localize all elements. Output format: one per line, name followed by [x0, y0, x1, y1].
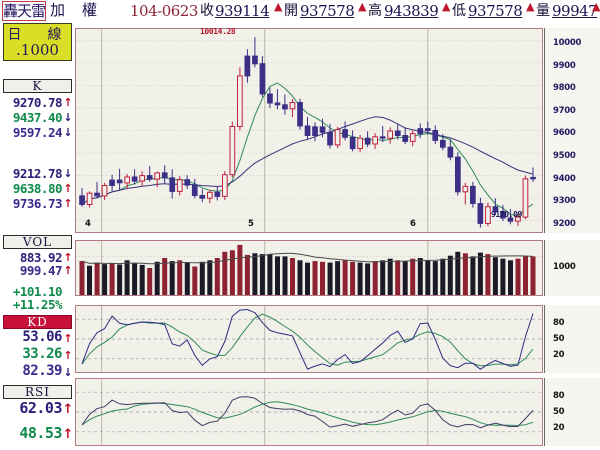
rsi-tick-20: 20	[553, 423, 565, 433]
price-axis: 10000 9900 9800 9700 9600 9500 9400 9300 9200	[544, 28, 600, 233]
rsi-value-1: 62.03	[19, 399, 62, 417]
rsi-tick-80: 80	[553, 391, 565, 401]
period-selector-box[interactable]: 日 線 .1000	[3, 23, 72, 61]
price-tick-9200: 9200	[553, 218, 576, 229]
field-value-high: 943839	[384, 2, 439, 20]
rsi-arrow-1: ↑	[62, 402, 74, 417]
arrow-up-open: ▲	[358, 0, 367, 13]
field-label-high: 高	[368, 3, 382, 19]
market-label-1: 加	[50, 1, 66, 19]
vol-value-2: 999.47	[19, 263, 63, 278]
rsi-arrow-2: ↑	[62, 427, 74, 442]
rsi-value-2: 48.53	[19, 424, 62, 442]
volume-axis: 1000	[544, 240, 600, 296]
field-label-volume: 量	[536, 3, 550, 19]
price-tick-9400: 9400	[553, 173, 576, 184]
k-value-3: 9597.24	[12, 125, 63, 140]
section-header-rsi[interactable]: RSI	[3, 385, 72, 399]
volume-chart-panel[interactable]	[75, 240, 543, 296]
rsi-tick-50: 50	[553, 407, 565, 417]
x-tick-5: 5	[248, 219, 254, 229]
market-label-2: 權	[82, 1, 98, 19]
k-value-5: 9638.80	[12, 181, 63, 196]
left-indicator-rail: 日 線 .1000 K 9270.78 ↑ 9437.40 ↓ 9597.24 …	[0, 23, 75, 450]
field-label-open: 開	[284, 3, 298, 19]
field-value-volume: 99947	[552, 2, 598, 20]
kd-value-k: 53.06	[22, 329, 62, 345]
kd-tick-20: 20	[553, 350, 565, 360]
price-tick-10000: 10000	[553, 38, 582, 48]
price-tick-9800: 9800	[553, 83, 576, 94]
vol-arrow-2: ↑	[63, 264, 73, 277]
kd-chart-panel[interactable]	[75, 305, 543, 373]
kd-value-d: 33.26	[22, 346, 62, 362]
kd-arrow-d: ↑	[63, 349, 73, 362]
vol-change-pct: +11.25%	[12, 297, 63, 312]
k-arrow-2: ↓	[63, 111, 73, 124]
price-tick-9600: 9600	[553, 128, 576, 139]
field-label-close: 收	[200, 3, 214, 19]
k-arrow-1: ↑	[63, 96, 73, 109]
kd-tick-50: 50	[553, 334, 565, 344]
k-arrow-5: ↑	[63, 182, 73, 195]
section-header-vol[interactable]: VOL	[3, 235, 72, 249]
arrow-up-volume: ▲	[592, 0, 600, 13]
field-value-close: 939114	[215, 2, 270, 20]
k-value-1: 9270.78	[12, 95, 63, 110]
vol-tick-1000: 1000	[553, 262, 576, 272]
rsi-chart-panel[interactable]	[75, 378, 543, 446]
vol-arrow-1: ↑	[63, 251, 73, 264]
kd-tick-80: 80	[553, 318, 565, 328]
kd-axis: 80 50 20	[544, 305, 600, 373]
field-value-open: 937578	[300, 2, 355, 20]
quote-date: 104-0623	[130, 2, 198, 20]
arrow-up-high: ▲	[442, 0, 451, 13]
rsi-axis: 80 50 20	[544, 378, 600, 446]
arrow-up-low: ▲	[526, 0, 535, 13]
arrow-up-close: ▲	[274, 0, 283, 13]
software-name-box[interactable]: 轟天雷	[2, 1, 46, 21]
annotation-high-price: 10014.28	[200, 27, 236, 36]
field-value-low: 937578	[468, 2, 523, 20]
k-arrow-6: ↑	[63, 197, 73, 210]
vol-value-1: 883.92	[19, 250, 63, 265]
header-bar: 轟天雷 加 權 104-0623 收 939114 ▲ 開 937578 ▲ 高…	[0, 0, 600, 23]
x-tick-6: 6	[410, 219, 416, 229]
k-arrow-3: ↓	[63, 126, 73, 139]
k-value-4: 9212.78	[12, 166, 63, 181]
price-tick-9900: 9900	[553, 60, 576, 71]
x-axis-labels: 4 5 6	[75, 219, 543, 231]
price-chart-panel[interactable]	[75, 28, 543, 233]
section-header-k[interactable]: K	[3, 79, 72, 93]
period-value: .1000	[16, 41, 59, 59]
price-tick-9700: 9700	[553, 105, 576, 116]
price-tick-9300: 9300	[553, 196, 576, 207]
period-label: 日 線	[7, 27, 68, 43]
kd-arrow-k: ↑	[63, 332, 73, 345]
x-tick-4: 4	[85, 219, 91, 229]
section-header-kd[interactable]: KD	[3, 315, 72, 329]
annotation-low-price: 9170.09	[491, 210, 522, 219]
vol-change-abs: +101.10	[12, 284, 63, 299]
field-label-low: 低	[452, 3, 466, 19]
price-tick-9500: 9500	[553, 151, 576, 161]
k-value-6: 9736.73	[12, 196, 63, 211]
k-arrow-4: ↓	[63, 167, 73, 180]
kd-arrow-j: ↓	[63, 366, 73, 379]
k-value-2: 9437.40	[12, 110, 63, 125]
kd-value-j: 82.39	[22, 363, 62, 379]
